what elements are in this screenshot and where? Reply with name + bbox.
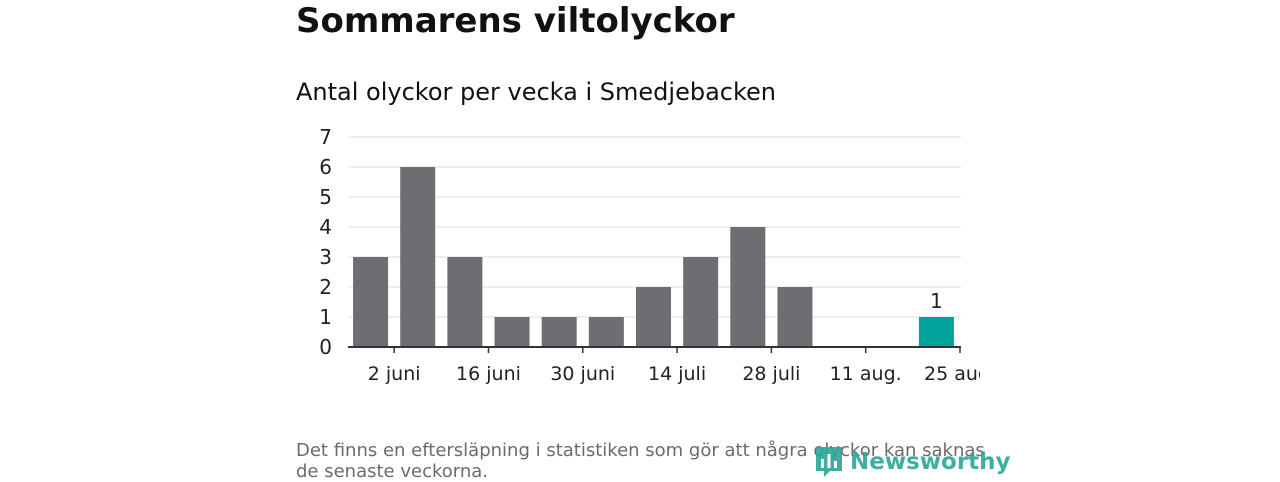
x-tick-label: 28 juli	[742, 363, 800, 385]
x-tick-label: 11 aug.	[830, 363, 902, 385]
y-tick-label: 1	[319, 305, 332, 329]
footnote: Det finns en eftersläpning i statistiken…	[296, 440, 985, 482]
x-tick-label: 14 juli	[648, 363, 706, 385]
x-tick-label: 16 juni	[456, 363, 521, 385]
y-tick-label: 3	[319, 245, 332, 269]
brand-name: Newsworthy	[850, 449, 1011, 475]
y-tick-label: 0	[319, 335, 332, 359]
y-tick-label: 7	[319, 125, 332, 149]
y-tick-label: 2	[319, 275, 332, 299]
chart-title: Sommarens viltolyckor	[296, 1, 735, 41]
bar-chart: 0 1 2 3 4 5 6 7 1 2 juni 16 juni 30 juni 14 juli 28 j…	[319, 125, 980, 385]
bar-chart-logo-icon	[816, 447, 842, 477]
chart-subtitle: Antal olyckor per vecka i Smedjebacken	[296, 78, 776, 106]
x-tick-label: 30 juni	[550, 363, 615, 385]
y-tick-label: 4	[319, 215, 332, 239]
y-tick-label: 6	[319, 155, 332, 179]
x-tick-label: 2 juni	[368, 363, 421, 385]
bar	[541, 317, 577, 347]
data-label: 1	[930, 289, 943, 313]
bar	[730, 227, 766, 347]
bar	[447, 257, 483, 347]
bar	[636, 287, 671, 347]
bar	[400, 167, 436, 347]
bar	[494, 317, 530, 347]
x-tick-label: 25 aug.	[924, 363, 980, 385]
bar	[777, 287, 813, 347]
bar	[353, 257, 389, 347]
brand-logo: Newsworthy	[814, 444, 1011, 480]
bar	[683, 257, 719, 347]
bar	[588, 317, 624, 347]
bar	[918, 317, 954, 347]
y-tick-label: 5	[319, 185, 332, 209]
